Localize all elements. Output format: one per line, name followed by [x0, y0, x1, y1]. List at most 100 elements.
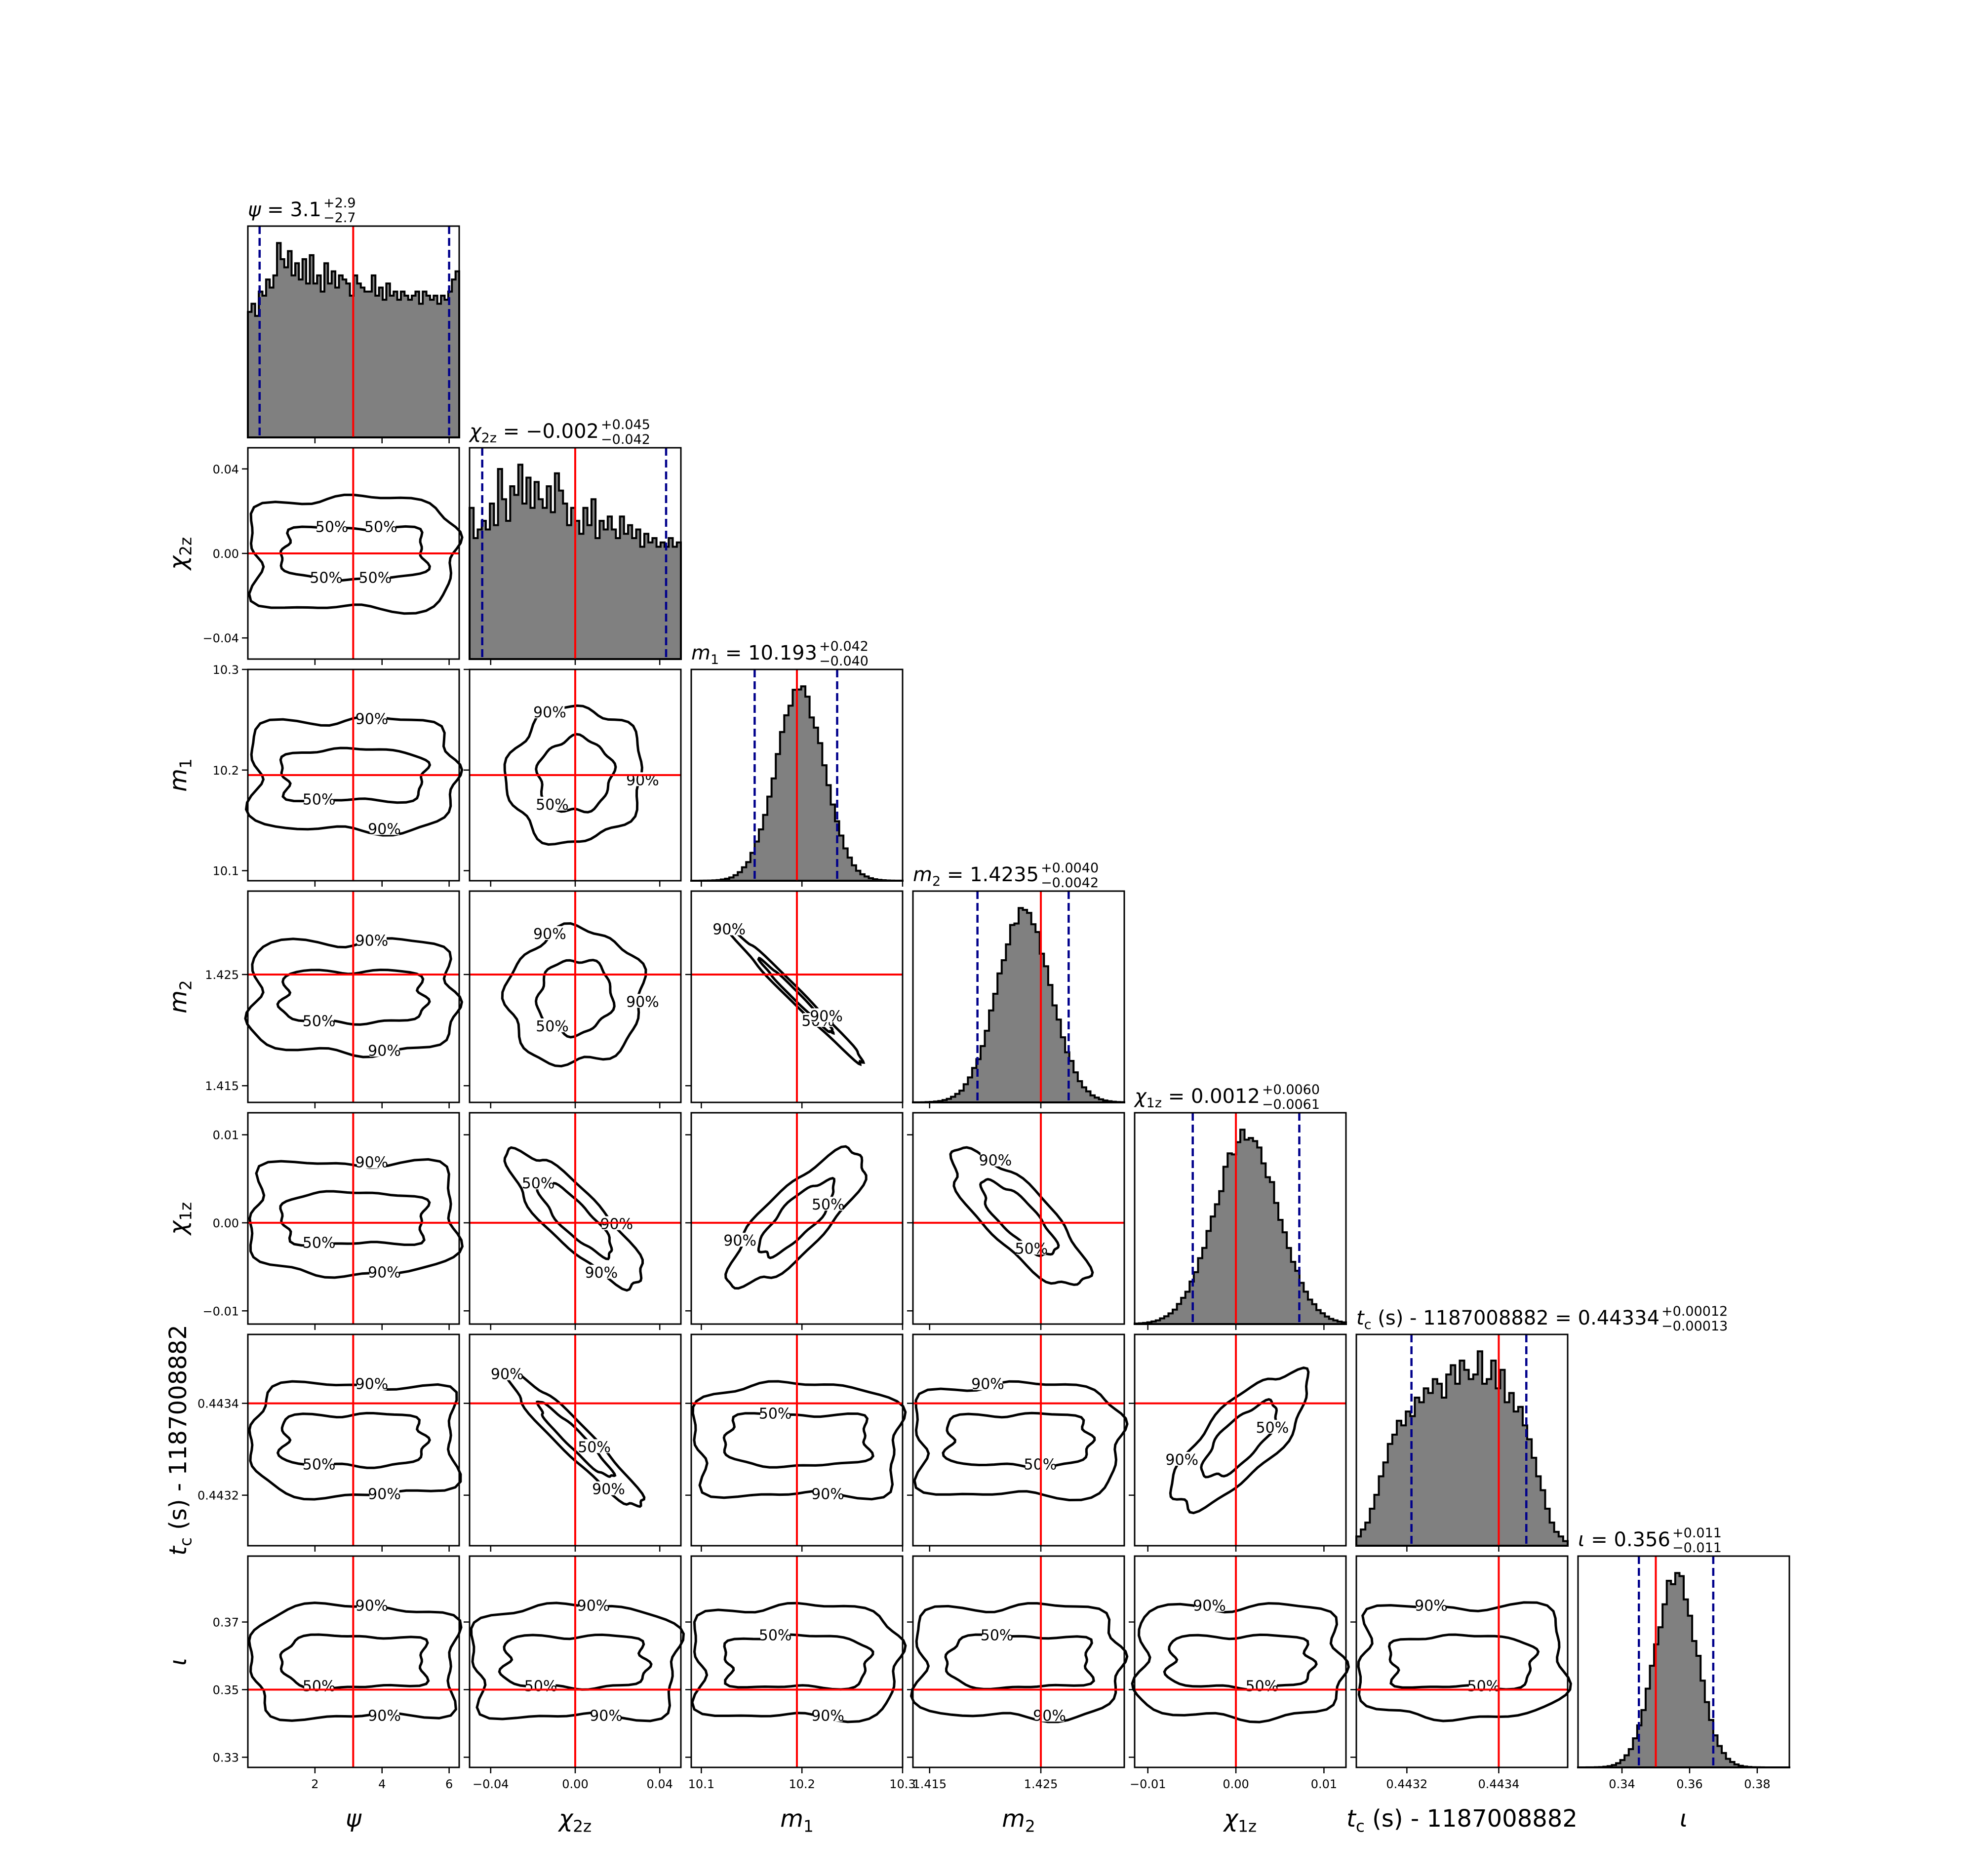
panel-frame [912, 1333, 1125, 1547]
y-axis-label-iota: ι [164, 1658, 192, 1666]
y-axis-label-text: tc (s) - 1187008882 [164, 1325, 196, 1556]
x-tick-label: 0.34 [1609, 1777, 1635, 1791]
contour-panel-tc-iota: 50% 90% 0.4432 0.4434 [1350, 1555, 1572, 1791]
panel-frame [1134, 1112, 1347, 1325]
contour-50 [279, 1633, 430, 1691]
x-tick-label: −0.04 [473, 1777, 509, 1791]
contour-50 [722, 1412, 874, 1469]
y-tick-label: 0.33 [213, 1751, 239, 1764]
panel-frame [690, 890, 904, 1103]
contour-label-bg [760, 1627, 790, 1642]
contour-90 [913, 1380, 1129, 1502]
contour-panel-m2-iota: 90% 50% 1.415 1.425 [907, 1555, 1129, 1791]
x-axis-label-chi2z: χ2z [557, 1805, 592, 1836]
contour-panel-m2-tc: 50%90% [907, 1333, 1129, 1552]
contour-90 [501, 922, 647, 1068]
hist-title: ψ = 3.1 [248, 198, 321, 221]
contour-label-bg [725, 1233, 755, 1247]
contour-90 [1131, 1602, 1350, 1723]
y-axis-label-chi1z: χ1z [164, 1202, 196, 1236]
contour-label-bg [356, 1598, 387, 1612]
contour-label: 50% [364, 519, 397, 536]
contour-label-bg [304, 791, 334, 806]
y-tick-label: 0.37 [213, 1616, 239, 1630]
panel-frame [912, 1555, 1125, 1768]
contour-label-bg [369, 1708, 399, 1722]
hist-title-upper: +0.045 [601, 417, 650, 432]
contour-50 [944, 1633, 1095, 1690]
x-axis-label-chi1z: χ1z [1223, 1805, 1257, 1836]
hist-title: ι = 0.356 [1578, 1528, 1670, 1551]
y-tick-label: 1.425 [205, 968, 239, 982]
x-tick-label: 0.01 [1311, 1777, 1337, 1791]
panel-frame [247, 890, 460, 1103]
y-tick-label: 10.3 [213, 663, 239, 677]
contour-panel-m1-chi1z: 50% 90% [685, 1112, 904, 1330]
contour-label-bg [535, 926, 565, 940]
hist-panel-m2: m2 = 1.4235 +0.0040−0.0042 [912, 860, 1125, 1108]
contour-label-bg [980, 1152, 1010, 1167]
hist-panel-chi2z: χ2z = −0.002 +0.045−0.042 [469, 417, 682, 665]
contour-label: 90% [577, 1598, 610, 1615]
contour-label: 90% [712, 921, 746, 938]
panel-frame [912, 890, 1125, 1103]
contour-label-bg [523, 1175, 553, 1190]
contour-90 [949, 1146, 1094, 1286]
contour-label-bg [1416, 1598, 1446, 1612]
panel-frame [1355, 1555, 1569, 1768]
contour-panel-psi-m1: 90% 50% 90% 10.3 10.2 10.1 [213, 663, 464, 887]
contour-label-bg [304, 1013, 334, 1027]
contour-label-bg [356, 1154, 387, 1169]
contour-label-bg [586, 1264, 616, 1279]
contour-label-bg [1167, 1451, 1197, 1466]
contour-label: 90% [971, 1376, 1004, 1393]
hist-panel-tc: tc (s) - 1187008882 = 0.44334 +0.00012−0.… [1355, 1304, 1728, 1552]
contour-label-bg [369, 821, 399, 835]
y-axis-label-text: ι [164, 1658, 192, 1666]
contour-label-bg [535, 704, 565, 719]
contour-label: 90% [533, 926, 566, 943]
hist-bars [1577, 1572, 1789, 1768]
y-axis-label-chi2z: χ2z [164, 537, 196, 571]
panel-frame [1577, 1555, 1790, 1768]
hist-title-upper: +0.042 [819, 639, 869, 654]
hist-title-upper: +0.00012 [1661, 1304, 1728, 1319]
contour-label-bg [591, 1708, 621, 1722]
hist-title-lower: −2.7 [323, 210, 356, 226]
contour-90 [470, 1602, 685, 1722]
y-tick-label: 0.00 [213, 1216, 239, 1230]
contour-label: 90% [626, 993, 659, 1011]
x-axis-label-psi: ψ [346, 1805, 362, 1833]
hist-panel-m1: m1 = 10.193 +0.042−0.040 [690, 639, 904, 887]
x-tick-label: 0.4434 [1478, 1777, 1519, 1791]
contour-label: 50% [536, 1018, 569, 1035]
contour-panel-chi2z-m1: 90%50%90% [464, 668, 682, 887]
contour-90 [248, 1380, 462, 1501]
panel-frame [1355, 1333, 1569, 1547]
x-tick-label: 0.04 [646, 1777, 672, 1791]
hist-panel-iota: ι = 0.356 +0.011−0.011 0.34 0.36 0.38 [1577, 1525, 1790, 1791]
contour-label: 50% [1246, 1678, 1279, 1695]
x-axis-label-iota: ι [1680, 1805, 1688, 1833]
x-tick-label: 0.00 [1223, 1777, 1249, 1791]
contour-90 [909, 1602, 1129, 1723]
contour-label: 90% [585, 1264, 618, 1282]
panel-frame [1134, 1333, 1347, 1547]
contour-90 [248, 1602, 463, 1722]
contour-label: 50% [522, 1175, 555, 1192]
contour-label: 50% [524, 1678, 557, 1695]
x-tick-label: −0.01 [1130, 1777, 1166, 1791]
hist-title-upper: +0.0040 [1041, 860, 1099, 876]
panel-frame [247, 1333, 460, 1547]
contour-50 [276, 1411, 431, 1469]
contour-label-bg [537, 1018, 567, 1032]
x-axis-label-tc: tc (s) - 1187008882 [1346, 1805, 1578, 1836]
contour-label: 50% [359, 569, 392, 586]
contour-label: 50% [578, 1439, 611, 1456]
contour-label-bg [311, 570, 341, 584]
y-tick-label: 0.4434 [198, 1397, 239, 1411]
contour-label-bg [356, 1376, 387, 1390]
x-tick-label: 4 [378, 1777, 386, 1791]
contour-label-bg [579, 1439, 609, 1453]
contour-panel-psi-chi2z: 50% 50% 50% 50% 0.04 0.00 −0.04 [202, 447, 464, 665]
